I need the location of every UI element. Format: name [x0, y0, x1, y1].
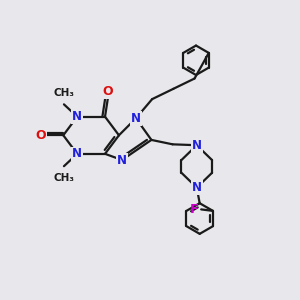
- Text: N: N: [72, 110, 82, 123]
- Text: N: N: [72, 147, 82, 160]
- Text: F: F: [190, 203, 199, 216]
- Text: CH₃: CH₃: [53, 173, 74, 183]
- Text: N: N: [192, 139, 202, 152]
- Text: CH₃: CH₃: [53, 88, 74, 98]
- Text: O: O: [35, 129, 46, 142]
- Text: O: O: [103, 85, 113, 98]
- Text: N: N: [117, 154, 127, 166]
- Text: N: N: [131, 112, 141, 125]
- Text: N: N: [192, 181, 202, 194]
